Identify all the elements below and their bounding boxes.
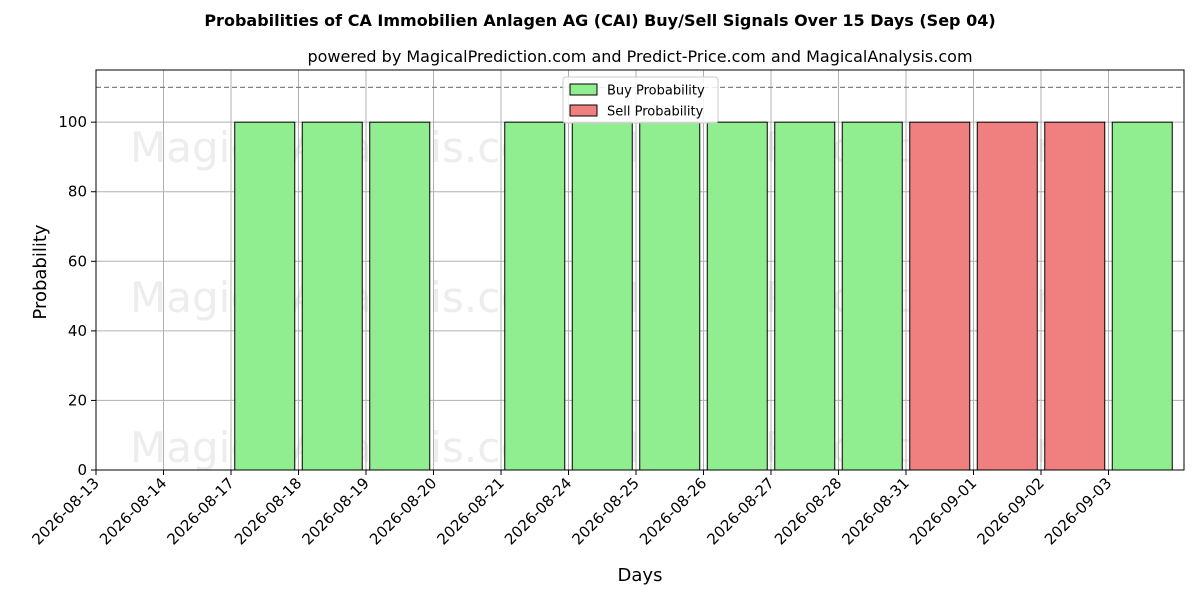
x-tick-label: 2026-08-28 <box>771 474 845 548</box>
y-axis-label: Probability <box>30 224 51 319</box>
x-tick-label: 2026-08-26 <box>636 474 710 548</box>
y-tick-label: 0 <box>77 461 87 479</box>
legend-swatch <box>569 104 598 117</box>
buy-bar <box>774 121 836 471</box>
x-tick-label: 2026-09-02 <box>973 474 1047 548</box>
x-tick-label: 2026-08-27 <box>703 474 777 548</box>
buy-bar <box>504 121 566 471</box>
x-tick-label: 2026-08-24 <box>501 474 575 548</box>
legend-label: Buy Probability <box>607 84 705 99</box>
y-tick-label: 60 <box>68 252 87 270</box>
plot-frame <box>95 69 1185 471</box>
x-ticks: 2026-08-132026-08-142026-08-172026-08-18… <box>28 470 1115 548</box>
buy-bar <box>571 121 633 471</box>
legend-swatch <box>569 83 598 96</box>
buy-bar <box>1111 121 1173 471</box>
x-tick-label: 2026-08-14 <box>96 474 170 548</box>
x-tick-label: 2026-08-31 <box>838 474 912 548</box>
x-tick-label: 2026-08-21 <box>433 474 507 548</box>
y-tick-label: 40 <box>68 322 87 340</box>
buy-bar <box>841 121 903 471</box>
y-tick-label: 100 <box>58 113 87 131</box>
x-tick-label: 2026-08-20 <box>366 474 440 548</box>
x-tick-label: 2026-08-17 <box>163 474 237 548</box>
sell-bar <box>1044 121 1106 471</box>
x-tick-label: 2026-09-01 <box>906 474 980 548</box>
buy-bar <box>706 121 768 471</box>
sell-bar <box>976 121 1038 471</box>
sell-bar <box>909 121 971 471</box>
y-tick-label: 80 <box>68 183 87 201</box>
y-tick-label: 20 <box>68 391 87 409</box>
x-tick-label: 2026-08-18 <box>231 474 305 548</box>
y-ticks: 0 20 40 60 80 100 <box>58 113 96 479</box>
bars <box>234 121 1173 471</box>
chart-subtitle: powered by MagicalPrediction.com and Pre… <box>307 47 972 66</box>
legend-box <box>562 76 719 124</box>
legend-label: Sell Probability <box>607 105 704 120</box>
chart-title: Probabilities of CA Immobilien Anlagen A… <box>204 11 995 30</box>
buy-bar <box>301 121 363 471</box>
buy-bar <box>234 121 296 471</box>
x-tick-label: 2026-08-25 <box>568 474 642 548</box>
legend: Buy Probability Sell Probability <box>562 76 719 124</box>
buy-bar <box>369 121 431 471</box>
x-tick-label: 2026-08-19 <box>298 474 372 548</box>
x-axis-label: Days <box>618 565 663 586</box>
buy-bar <box>639 121 701 471</box>
x-tick-label: 2026-08-13 <box>28 474 102 548</box>
x-tick-label: 2026-09-03 <box>1041 474 1115 548</box>
